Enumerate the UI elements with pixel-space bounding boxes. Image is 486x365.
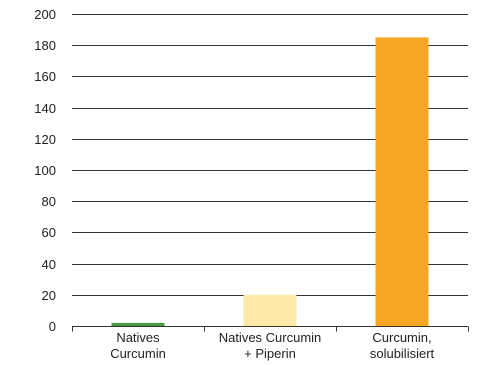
bar [111, 322, 165, 326]
x-category-label: + Piperin [244, 346, 296, 361]
x-category-label: Curcumin [110, 346, 166, 361]
y-tick-label: 120 [34, 132, 56, 147]
y-tick-label: 20 [42, 288, 56, 303]
x-axis [72, 326, 469, 332]
bar [243, 294, 297, 326]
y-tick-label: 100 [34, 163, 56, 178]
bar [375, 37, 429, 327]
y-tick-label: 40 [42, 257, 56, 272]
x-category-label: Natives Curcumin [219, 330, 322, 345]
y-tick-label: 0 [49, 319, 56, 334]
y-axis-tick-labels: 0 20 40 60 80 100 120 140 160 180 200 [34, 7, 56, 334]
bars [111, 37, 429, 327]
y-tick-label: 140 [34, 101, 56, 116]
y-tick-label: 80 [42, 194, 56, 209]
y-tick-label: 60 [42, 225, 56, 240]
y-tick-label: 180 [34, 38, 56, 53]
x-category-label: solubilisiert [370, 346, 435, 361]
y-tick-label: 200 [34, 7, 56, 22]
y-tick-label: 160 [34, 69, 56, 84]
gridlines [72, 14, 468, 296]
x-category-label: Natives [116, 330, 160, 345]
x-category-label: Curcumin, [372, 330, 431, 345]
